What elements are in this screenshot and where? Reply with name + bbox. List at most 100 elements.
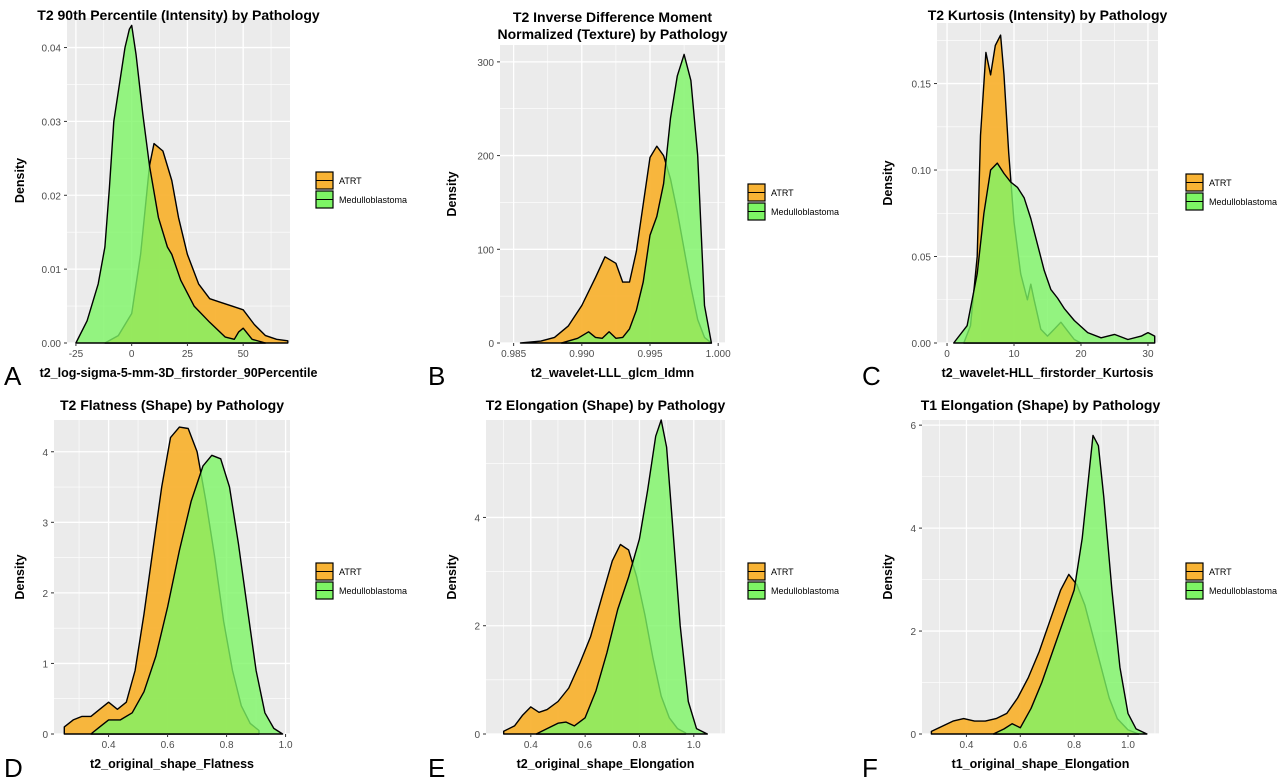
x-tick-label: 0.6: [578, 740, 592, 751]
x-axis-title: t2_original_shape_Elongation: [517, 757, 695, 771]
x-tick-label: 0.8: [632, 740, 646, 751]
x-tick-label: 0.990: [569, 349, 594, 360]
legend-label: ATRT: [1209, 178, 1232, 188]
y-tick-label: 0: [42, 730, 48, 741]
x-tick-label: 0.985: [501, 349, 526, 360]
x-axis-title: t2_wavelet-HLL_firstorder_Kurtosis: [942, 366, 1154, 380]
x-tick-label: 0.995: [637, 349, 662, 360]
chart-panel-c: 0 10 20 30 0.00 0.05 0.10 0.15 T2 Kurtosis (Inte…: [862, 7, 1277, 391]
y-axis-title: Density: [445, 171, 459, 216]
x-tick-label: 1.0: [687, 740, 701, 751]
x-tick-label: 30: [1142, 349, 1154, 360]
x-tick-label: -25: [69, 349, 84, 360]
y-tick-label: 4: [910, 524, 916, 535]
legend-label: Medulloblastoma: [339, 586, 407, 596]
legend-label: Medulloblastoma: [771, 586, 839, 596]
legend-label: ATRT: [1209, 567, 1232, 577]
x-tick-label: 0.4: [102, 740, 116, 751]
x-tick-label: 10: [1008, 349, 1020, 360]
x-tick-label: 0.4: [524, 740, 538, 751]
panel-letter: A: [4, 361, 22, 391]
y-tick-label: 200: [477, 152, 494, 163]
y-tick-label: 0: [488, 339, 494, 350]
density-area-medulloblastoma: [90, 454, 284, 735]
x-tick-label: 1.000: [706, 349, 731, 360]
legend: ATRT Medulloblastoma: [1185, 562, 1277, 600]
y-tick-label: 0: [474, 730, 480, 741]
x-tick-label: 0.4: [959, 740, 973, 751]
density-area-medulloblastoma: [75, 24, 267, 344]
legend-label: Medulloblastoma: [1209, 586, 1277, 596]
x-tick-label: 0.6: [161, 740, 175, 751]
chart-title: T2 90th Percentile (Intensity) by Pathol…: [37, 7, 320, 23]
density-area-medulloblastoma: [560, 53, 713, 344]
y-tick-label: 300: [477, 58, 494, 69]
y-tick-label: 4: [42, 448, 48, 459]
chart-panel-a: -25 0 25 50 0.00 0.01 0.02 0.03 0.04 T2 90th Perc…: [4, 7, 407, 391]
x-axis-title: t2_original_shape_Flatness: [90, 757, 254, 771]
density-area-medulloblastoma: [992, 434, 1148, 735]
chart-panel-b: 0.985 0.990 0.995 1.000 0 100 200 300 T2 Inverse…: [428, 9, 839, 391]
y-tick-label: 0.15: [912, 80, 932, 91]
legend-label: Medulloblastoma: [771, 207, 839, 217]
y-tick-label: 0: [910, 730, 916, 741]
legend: ATRT Medulloblastoma: [747, 562, 839, 600]
y-tick-label: 2: [474, 622, 480, 633]
legend-label: ATRT: [339, 176, 362, 186]
chart-panel-d: 0.4 0.6 0.8 1.0 0 1 2 3 4 T2 Flatness (Shape) by …: [4, 397, 407, 781]
x-tick-label: 1.0: [279, 740, 293, 751]
panel-letter: B: [428, 361, 445, 391]
legend-label: ATRT: [339, 567, 362, 577]
x-tick-label: 0.8: [1067, 740, 1081, 751]
x-tick-label: 0: [129, 349, 135, 360]
chart-title: T2 Elongation (Shape) by Pathology: [486, 397, 726, 413]
y-tick-label: 2: [910, 627, 916, 638]
y-tick-label: 3: [42, 518, 48, 529]
legend-label: ATRT: [771, 188, 794, 198]
legend-label: Medulloblastoma: [339, 195, 407, 205]
chart-title: T2 Flatness (Shape) by Pathology: [60, 397, 284, 413]
y-tick-label: 0.02: [42, 191, 62, 202]
x-tick-label: 20: [1075, 349, 1087, 360]
y-tick-label: 1: [42, 659, 48, 670]
density-area-medulloblastoma: [535, 419, 708, 735]
x-axis-title: t2_log-sigma-5-mm-3D_firstorder_90Percen…: [40, 366, 318, 380]
legend: ATRT Medulloblastoma: [315, 171, 407, 209]
y-tick-label: 0.10: [912, 166, 932, 177]
chart-panel-f: 0.4 0.6 0.8 1.0 0 2 4 6 T1 Elongation (Shape) by…: [862, 397, 1277, 781]
y-axis-title: Density: [881, 554, 895, 599]
y-axis-title: Density: [445, 554, 459, 599]
legend: ATRT Medulloblastoma: [1185, 173, 1277, 211]
panel-letter: C: [862, 361, 881, 391]
y-tick-label: 100: [477, 245, 494, 256]
chart-title: T2 Inverse Difference Moment Normalized (…: [498, 9, 728, 42]
x-axis-title: t2_wavelet-LLL_glcm_Idmn: [531, 366, 694, 380]
y-tick-label: 6: [910, 421, 916, 432]
y-axis-title: Density: [13, 158, 27, 203]
x-tick-label: 25: [182, 349, 194, 360]
y-tick-label: 0.03: [42, 117, 62, 128]
legend-label: ATRT: [771, 567, 794, 577]
panel-letter: F: [862, 753, 878, 781]
chart-panel-e: 0.4 0.6 0.8 1.0 0 2 4 T2 Elongation (Shape) by …: [428, 397, 839, 781]
panel-letter: D: [4, 753, 23, 781]
x-tick-label: 0.8: [220, 740, 234, 751]
chart-title: T2 Kurtosis (Intensity) by Pathology: [928, 7, 1168, 23]
y-tick-label: 0.00: [912, 339, 932, 350]
density-area-medulloblastoma: [953, 162, 1156, 344]
y-axis-title: Density: [881, 160, 895, 205]
y-tick-label: 0.04: [42, 44, 62, 55]
x-tick-label: 50: [238, 349, 250, 360]
y-axis-title: Density: [13, 554, 27, 599]
y-tick-label: 0.00: [42, 339, 62, 350]
y-tick-label: 4: [474, 513, 480, 524]
legend: ATRT Medulloblastoma: [315, 562, 407, 600]
x-tick-label: 0.6: [1013, 740, 1027, 751]
x-axis-title: t1_original_shape_Elongation: [952, 757, 1130, 771]
y-tick-label: 0.05: [912, 253, 932, 264]
legend-label: Medulloblastoma: [1209, 197, 1277, 207]
x-tick-label: 0: [944, 349, 950, 360]
panel-letter: E: [428, 753, 445, 781]
chart-title: T1 Elongation (Shape) by Pathology: [921, 397, 1161, 413]
